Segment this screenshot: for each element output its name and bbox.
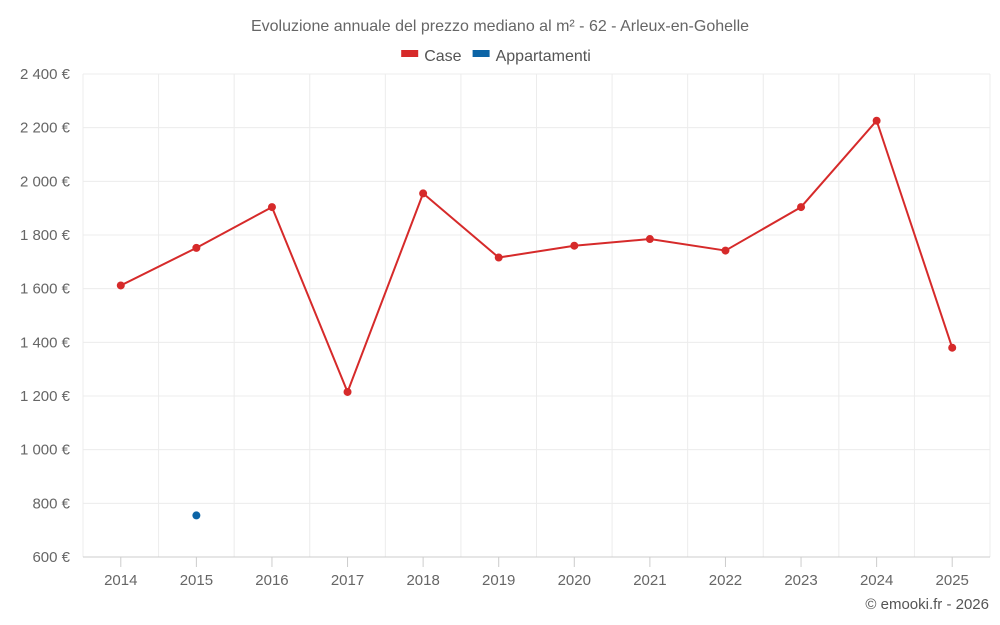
data-point[interactable] [419,189,428,198]
y-tick-label: 2 400 € [20,66,71,83]
y-tick-label: 1 800 € [20,227,71,244]
data-point[interactable] [343,387,352,396]
x-tick-label: 2018 [406,572,439,589]
y-tick-label: 2 000 € [20,173,71,190]
x-tick-label: 2015 [180,572,213,589]
series-case [116,116,957,396]
y-tick-label: 1 000 € [20,442,71,459]
legend-item-case[interactable]: Case [401,48,462,65]
y-tick-label: 800 € [32,495,70,512]
y-tick-label: 1 400 € [20,334,71,351]
data-point[interactable] [872,116,881,125]
y-tick-label: 1 600 € [20,281,71,298]
y-tick-label: 1 200 € [20,388,71,405]
x-tick-label: 2020 [558,572,591,589]
x-tick-label: 2021 [633,572,666,589]
legend-label: Case [424,48,461,65]
x-tick-label: 2016 [255,572,288,589]
grid [82,73,991,557]
axes: 600 € 800 € 1 000 € 1 200 € 1 400 € 1 600 € 1 … [20,66,990,589]
series [116,116,957,520]
y-tick-label: 600 € [32,549,70,566]
series-line-case [120,119,954,393]
data-point[interactable] [948,343,957,352]
series-appartamenti [192,511,201,520]
data-point[interactable] [721,246,730,255]
x-tick-label: 2017 [331,572,364,589]
x-tick-label: 2025 [936,572,969,589]
x-tick-label: 2019 [482,572,515,589]
chart-title: Evoluzione annuale del prezzo mediano al… [251,18,749,35]
x-tick-label: 2024 [860,572,893,589]
legend-swatch [472,50,490,57]
data-point[interactable] [267,203,276,212]
data-point[interactable] [570,241,579,250]
data-point[interactable] [645,235,654,244]
data-point[interactable] [192,243,201,252]
legend: Case Appartamenti [401,48,591,65]
data-point[interactable] [797,203,806,212]
credit: © emooki.fr - 2026 [865,596,989,613]
data-point[interactable] [116,281,125,290]
data-point[interactable] [192,511,201,520]
legend-label: Appartamenti [496,48,591,65]
x-tick-label: 2022 [709,572,742,589]
y-tick-label: 2 200 € [20,120,71,137]
x-tick-label: 2014 [104,572,137,589]
legend-swatch [401,50,419,57]
data-point[interactable] [494,253,503,262]
legend-item-appartamenti[interactable]: Appartamenti [472,48,591,65]
x-tick-label: 2023 [784,572,817,589]
